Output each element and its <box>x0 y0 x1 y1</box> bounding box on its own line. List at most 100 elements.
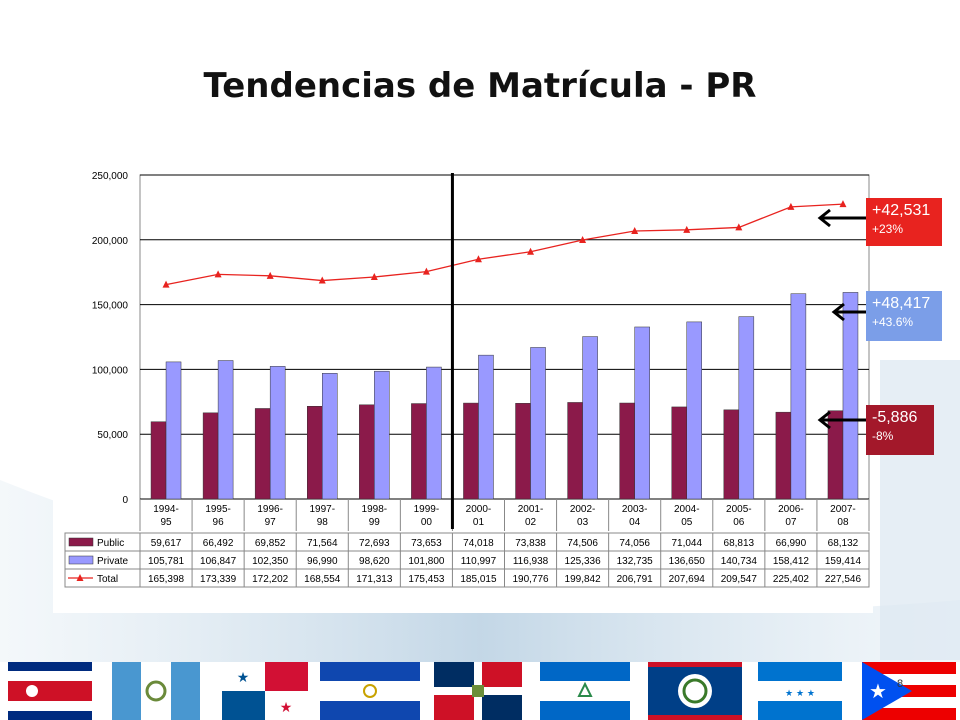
bar-private <box>686 321 702 500</box>
table-cell: 98,620 <box>359 556 390 567</box>
callout-total-change: +42,531 +23% <box>866 198 942 246</box>
callout-total-pct: +23% <box>872 222 904 236</box>
callout-total-value: +42,531 <box>872 202 931 219</box>
table-cell: 165,398 <box>148 574 185 585</box>
bar-private <box>478 354 494 500</box>
y-tick-label: 50,000 <box>97 430 128 441</box>
table-cell: 140,734 <box>721 556 758 567</box>
table-cell: 73,653 <box>411 538 442 549</box>
x-tick-label: 95 <box>160 517 172 528</box>
bar-public <box>723 409 740 500</box>
table-cell: 96,990 <box>307 556 338 567</box>
table-cell: 185,015 <box>460 574 497 585</box>
table-cell: 105,781 <box>148 556 185 567</box>
point-total <box>787 202 795 210</box>
table-cell: 136,650 <box>669 556 706 567</box>
bar-private <box>269 366 286 500</box>
point-total <box>683 225 691 233</box>
enrollment-chart: 0 50,000 100,000 150,000 200,000 250,000 1994-… <box>53 153 873 613</box>
callout-private-change: +48,417 +43.6% <box>866 291 942 341</box>
y-tick-label: 0 <box>122 495 128 506</box>
table-cell: 172,202 <box>252 574 289 585</box>
point-total <box>527 247 535 255</box>
table-cell: 68,813 <box>724 538 755 549</box>
table-cell: 158,412 <box>773 556 810 567</box>
x-tick-label: 08 <box>837 517 849 528</box>
guatemala-flag <box>112 662 200 720</box>
table-cell: 101,800 <box>408 556 445 567</box>
table-cell: 73,838 <box>515 538 546 549</box>
table-cell: 71,044 <box>671 538 702 549</box>
flag-strip: ★ ★ ★ ★ ★ ★ <box>0 662 960 720</box>
bar-private <box>322 373 338 500</box>
bar-private <box>530 347 546 500</box>
table-cell: 207,694 <box>669 574 706 585</box>
point-total <box>370 272 378 280</box>
x-tick-label: 07 <box>785 517 797 528</box>
table-cell: 175,453 <box>408 574 445 585</box>
table-cell: 199,842 <box>565 574 602 585</box>
bar-private <box>426 366 442 500</box>
table-cell: 72,693 <box>359 538 390 549</box>
bar-private <box>217 360 234 500</box>
bar-private <box>842 292 859 500</box>
table-cell: 59,617 <box>151 538 182 549</box>
table-cell: 171,313 <box>356 574 393 585</box>
point-total <box>474 255 482 263</box>
x-tick-label: 1997- <box>309 504 335 515</box>
table-cell: 74,018 <box>463 538 494 549</box>
table-cell: 125,336 <box>565 556 602 567</box>
x-tick-label: 06 <box>733 517 745 528</box>
x-tick-label: 1995- <box>205 504 231 515</box>
table-cell: 159,414 <box>825 556 862 567</box>
legend-marker-total <box>76 574 84 581</box>
arrow-left-icon <box>817 208 866 228</box>
bar-private <box>738 316 755 500</box>
point-total <box>839 200 847 208</box>
slide-number: 8 <box>897 678 904 690</box>
bar-public <box>515 403 531 500</box>
slide-title: Tendencias de Matrícula - PR <box>203 66 757 106</box>
x-tick-label: 00 <box>421 517 433 528</box>
svg-text:★: ★ <box>869 679 887 703</box>
table-cell: 168,554 <box>304 574 341 585</box>
bar-public <box>463 402 479 500</box>
bar-private <box>165 361 182 500</box>
belize-flag <box>648 662 742 720</box>
bar-public <box>307 406 323 500</box>
table-cell: 68,132 <box>828 538 859 549</box>
honduras-flag: ★ ★ ★ <box>758 662 842 720</box>
y-tick-label: 250,000 <box>92 171 129 182</box>
x-tick-label: 2001- <box>518 504 544 515</box>
x-tick-label: 99 <box>369 517 381 528</box>
bar-private <box>374 370 390 500</box>
table-cell: 190,776 <box>512 574 549 585</box>
bar-private <box>582 336 598 500</box>
x-tick-label: 98 <box>317 517 329 528</box>
callout-public-value: -5,886 <box>872 409 918 426</box>
point-total <box>266 271 274 279</box>
x-tick-label: 05 <box>681 517 693 528</box>
nicaragua-flag <box>540 662 630 720</box>
table-cell: 102,350 <box>252 556 289 567</box>
table-cell: 71,564 <box>307 538 338 549</box>
x-tick-label: 2003- <box>622 504 648 515</box>
point-total <box>318 276 326 284</box>
table-cell: 110,997 <box>461 556 497 567</box>
x-tick-label: 2007- <box>830 504 856 515</box>
x-tick-label: 04 <box>629 517 641 528</box>
table-cell: 225,402 <box>773 574 810 585</box>
arrow-left-icon <box>831 302 866 322</box>
x-tick-label: 2000- <box>466 504 492 515</box>
x-tick-label: 1998- <box>362 504 388 515</box>
x-tick-label: 2004- <box>674 504 700 515</box>
callout-public-pct: -8% <box>872 429 894 443</box>
bar-public <box>619 402 635 500</box>
point-total <box>214 270 222 278</box>
point-total <box>162 280 170 288</box>
arrow-left-icon <box>817 410 866 430</box>
table-cell: 69,852 <box>255 538 286 549</box>
line-total <box>165 203 843 286</box>
point-total <box>422 267 430 275</box>
x-tick-label: 02 <box>525 517 537 528</box>
